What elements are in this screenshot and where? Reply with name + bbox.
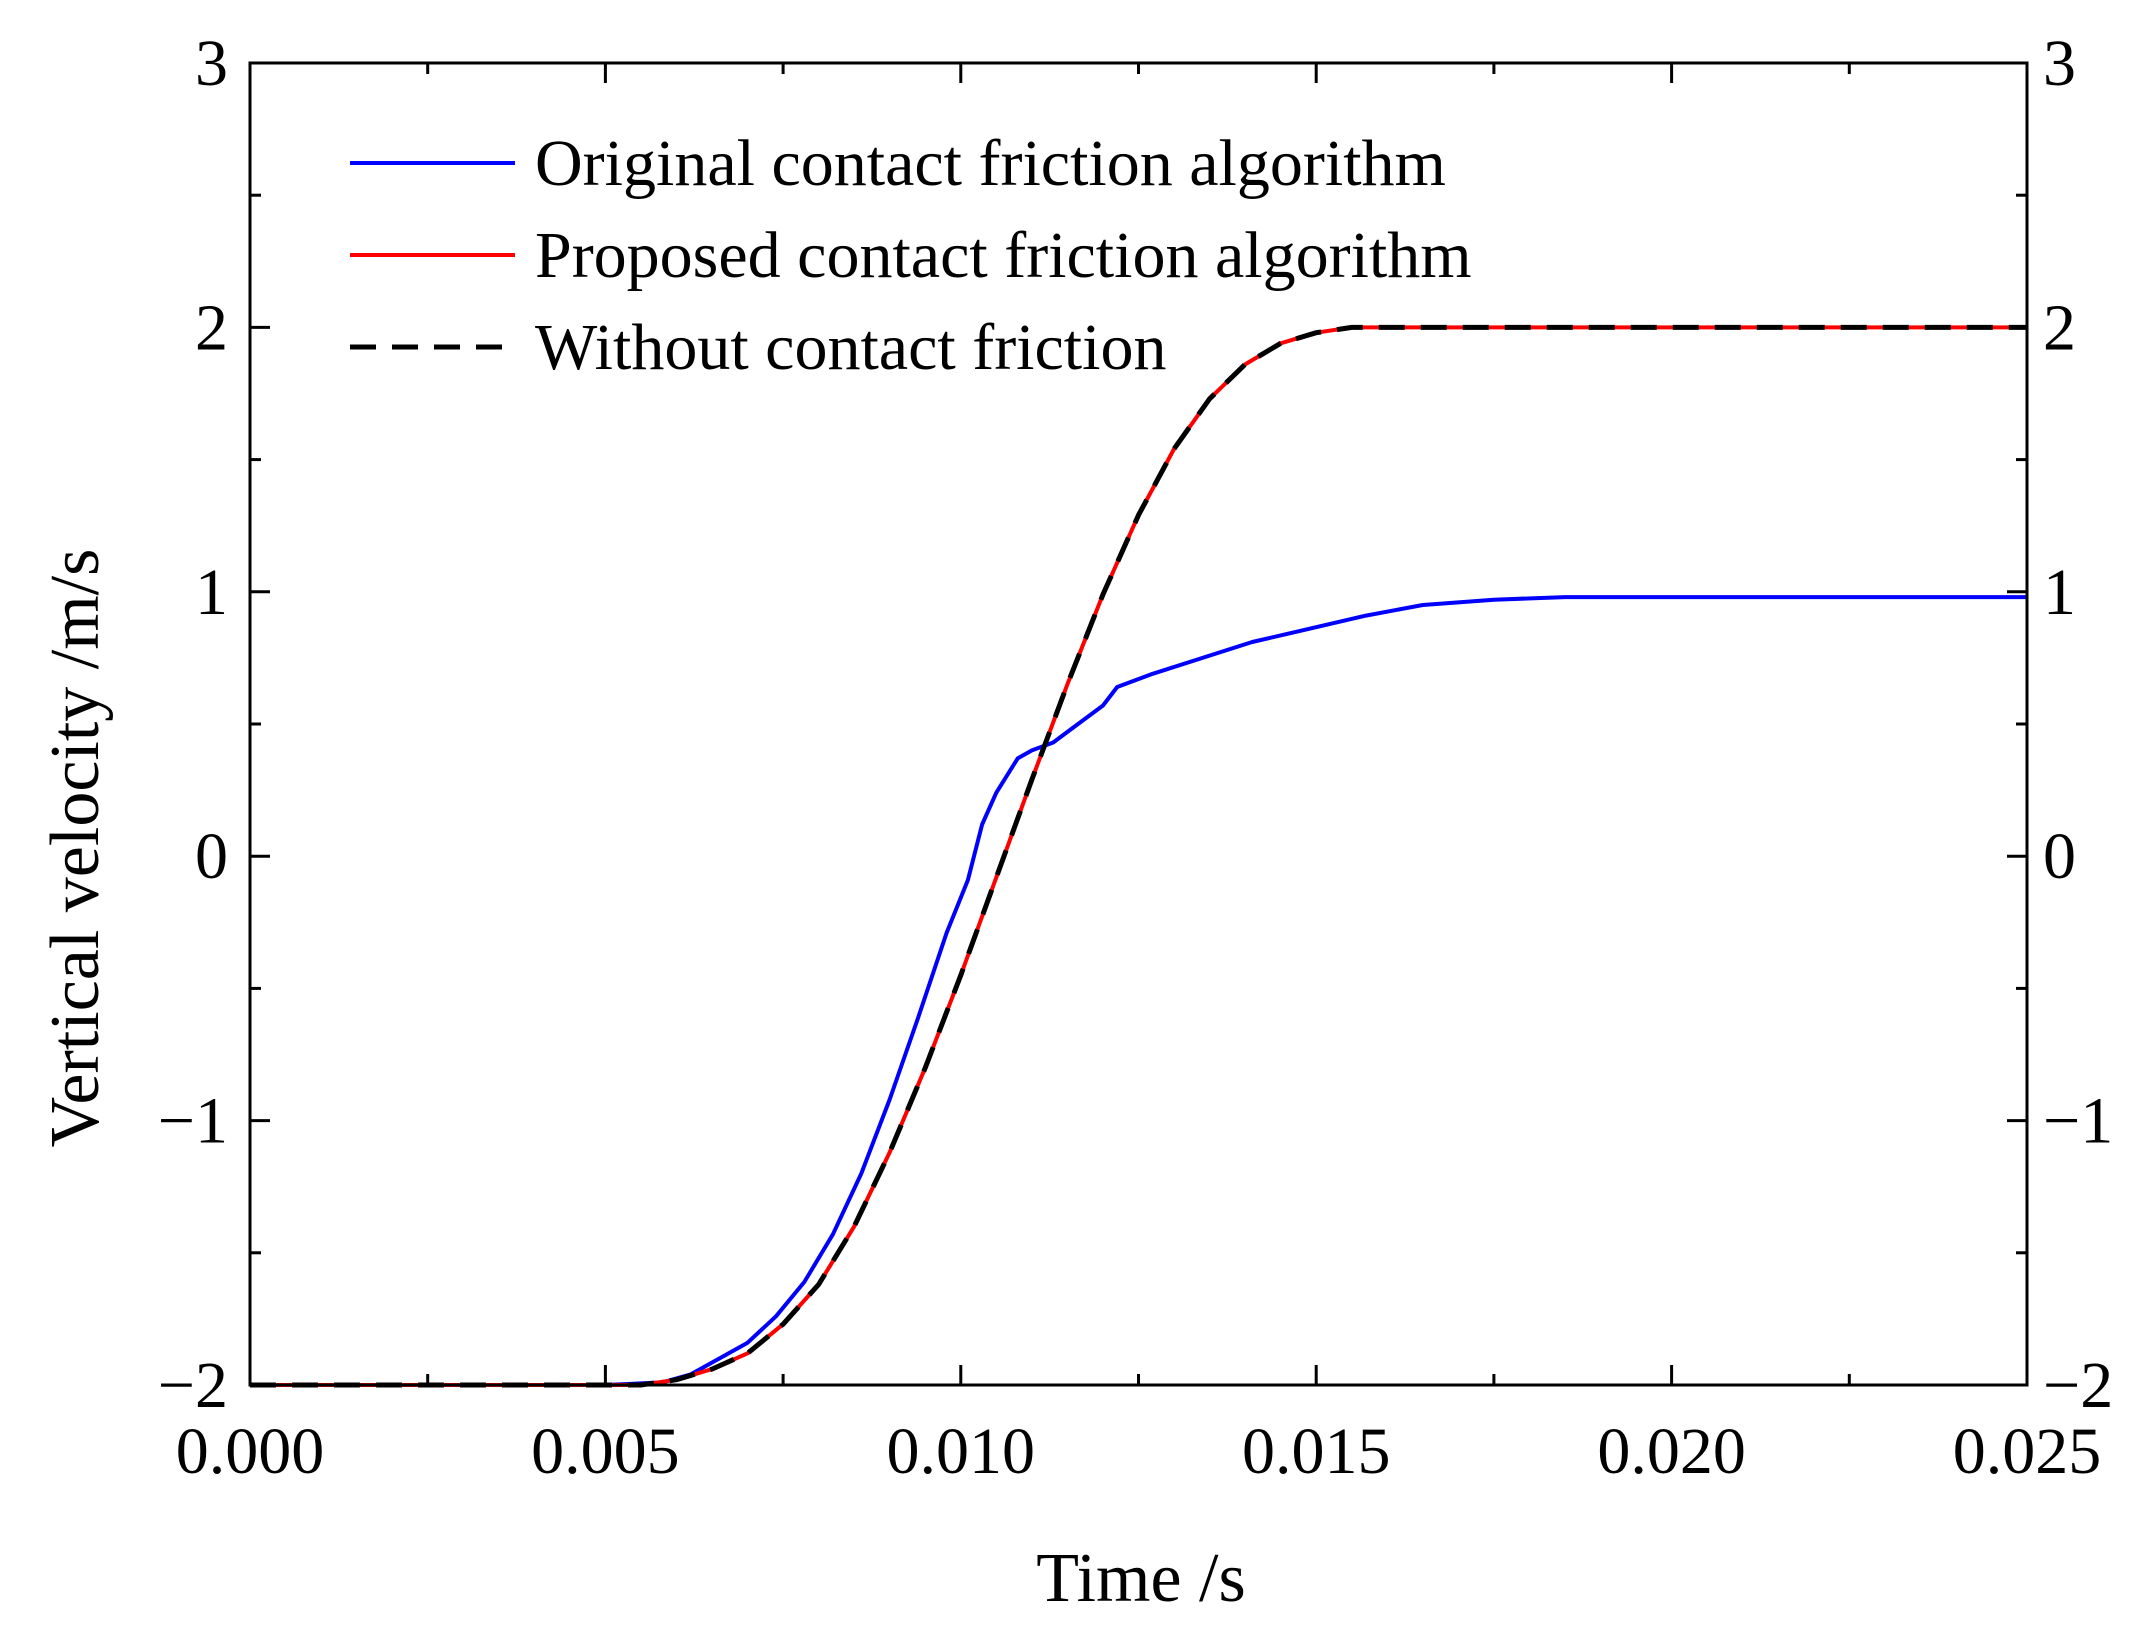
plot-frame (248, 61, 2029, 1387)
y-tick-label-left: −1 (158, 1085, 228, 1158)
x-tick-label: 0.015 (1242, 1415, 1391, 1488)
y-tick-label-left: 1 (195, 556, 228, 629)
series-line-1 (250, 595, 2027, 1387)
x-tick-label: 0.000 (176, 1415, 325, 1488)
tick-labels: 0.000 0.005 0.010 0.015 0.020 0.025−2 −2−1 −10 0… (158, 27, 2113, 1488)
y-axis-label: Vertical velocity /m/s (37, 549, 114, 1148)
y-tick-label-right: 0 (2043, 820, 2076, 893)
legend-label-1: Original contact friction algorithm (535, 127, 1446, 200)
y-tick-label-right: 2 (2043, 291, 2076, 364)
legend: Original contact friction algorithm Propo… (350, 127, 1472, 384)
y-tick-label-right: −1 (2043, 1085, 2113, 1158)
series-line-2 (250, 325, 2027, 1387)
y-tick-label-right: 3 (2043, 27, 2076, 100)
x-tick-label: 0.020 (1597, 1415, 1746, 1488)
y-tick-label-right: −2 (2043, 1349, 2113, 1422)
y-tick-label-right: 1 (2043, 556, 2076, 629)
y-tick-label-left: 3 (195, 27, 228, 100)
legend-label-3: Without contact friction (535, 311, 1166, 384)
x-axis-label: Time /s (1036, 1540, 1245, 1617)
series-line-3 (250, 324, 2027, 1388)
x-tick-label: 0.010 (887, 1415, 1036, 1488)
plot-series (250, 324, 2027, 1388)
y-tick-label-left: −2 (158, 1349, 228, 1422)
x-tick-label: 0.005 (531, 1415, 680, 1488)
x-tick-label: 0.025 (1953, 1415, 2102, 1488)
y-tick-label-left: 0 (195, 820, 228, 893)
legend-label-2: Proposed contact friction algorithm (535, 219, 1472, 292)
y-tick-label-left: 2 (195, 291, 228, 364)
